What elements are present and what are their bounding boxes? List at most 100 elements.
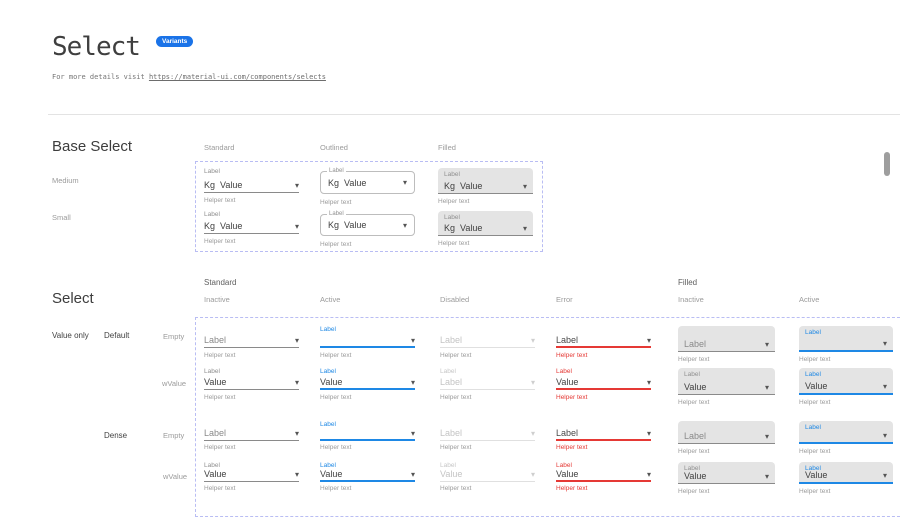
select-value: Value xyxy=(684,471,707,481)
base-select-outlined-small: Label Kg Value ▾ Helper text xyxy=(320,210,415,248)
select-control: Label ▾ xyxy=(440,376,535,390)
select-dense-standard-active-empty: Label ▾ Helper text xyxy=(320,421,415,451)
select-control[interactable]: Value ▾ xyxy=(320,376,415,390)
select-label: Label xyxy=(556,368,572,375)
select-control[interactable]: Label Kg Value ▾ xyxy=(438,168,533,194)
dropdown-arrow-icon: ▾ xyxy=(764,472,769,481)
select-control[interactable]: Value ▾ xyxy=(320,469,415,482)
select-control[interactable]: ▾ xyxy=(320,334,415,348)
page-title: Select xyxy=(52,32,141,62)
row-label-empty-default: Empty xyxy=(163,332,185,341)
select-label: Label xyxy=(684,465,700,471)
helper-text: Helper text xyxy=(556,485,588,492)
select-control[interactable]: Label Kg Value ▾ xyxy=(438,211,533,236)
select-control[interactable]: Label ▾ xyxy=(678,421,775,444)
helper-text: Helper text xyxy=(440,485,472,492)
helper-text: Helper text xyxy=(320,444,352,451)
state-label-active: Active xyxy=(320,295,341,304)
select-control[interactable]: Label ▾ xyxy=(799,326,893,352)
row-label-medium: Medium xyxy=(52,176,79,185)
select-standard-disabled-empty: Label ▾ Helper text xyxy=(440,326,535,359)
select-value: Value xyxy=(460,223,483,233)
group-label-filled: Filled xyxy=(678,278,698,287)
dropdown-arrow-icon: ▾ xyxy=(410,470,415,479)
helper-text: Helper text xyxy=(440,352,472,359)
select-control[interactable]: Label Value ▾ xyxy=(678,368,775,395)
select-filled-active-wvalue: Label Value ▾ Helper text xyxy=(799,368,893,406)
dropdown-arrow-icon: ▾ xyxy=(294,378,299,387)
select-control[interactable]: Label ▾ xyxy=(678,326,775,352)
dropdown-arrow-icon: ▾ xyxy=(522,182,527,191)
select-control[interactable]: Label ▾ xyxy=(556,428,651,441)
select-label: Label xyxy=(444,214,460,221)
variants-badge-label: Variants xyxy=(156,36,194,47)
select-standard-disabled-wvalue: Label Label ▾ Helper text xyxy=(440,368,535,401)
select-control[interactable]: Label ▾ xyxy=(556,334,651,348)
select-value: Value xyxy=(460,181,483,191)
base-select-filled-small: Label Kg Value ▾ Helper text xyxy=(438,211,533,247)
select-value: Value xyxy=(805,381,828,391)
select-control[interactable]: Label ▾ xyxy=(799,421,893,444)
select-label: Label xyxy=(805,465,821,470)
helper-text: Helper text xyxy=(678,399,710,406)
dropdown-arrow-icon: ▾ xyxy=(764,432,769,441)
select-standard-error-empty: Label ▾ Helper text xyxy=(556,326,651,359)
select-control[interactable]: Kg Value ▾ xyxy=(204,176,299,193)
column-label-standard: Standard xyxy=(204,143,235,152)
select-standard-inactive-empty: Label ▾ Helper text xyxy=(204,326,299,359)
select-adornment: Kg xyxy=(444,223,456,233)
helper-text: Helper text xyxy=(204,352,236,359)
select-standard-error-wvalue: Label Value ▾ Helper text xyxy=(556,368,651,401)
select-control[interactable]: Label Kg Value ▾ xyxy=(320,168,415,194)
column-label-outlined: Outlined xyxy=(320,143,348,152)
helper-text: Helper text xyxy=(204,485,236,492)
select-label: Label xyxy=(805,329,821,336)
state-label-disabled: Disabled xyxy=(440,295,470,304)
dropdown-arrow-icon: ▾ xyxy=(530,378,535,387)
select-control[interactable]: Label ▾ xyxy=(204,428,299,441)
select-value: Value xyxy=(320,469,343,479)
dropdown-arrow-icon: ▾ xyxy=(410,378,415,387)
helper-text: Helper text xyxy=(799,488,831,495)
select-dense-standard-error-empty: Label ▾ Helper text xyxy=(556,421,651,451)
select-value: Value xyxy=(556,377,579,387)
select-value: Value xyxy=(204,377,227,387)
helper-text: Helper text xyxy=(799,356,831,363)
docs-link[interactable]: https://material-ui.com/components/selec… xyxy=(148,73,326,81)
select-control[interactable]: Label ▾ xyxy=(204,334,299,348)
select-dense-filled-inactive-wvalue: Label Value ▾ Helper text xyxy=(678,462,775,495)
select-control[interactable]: Label Kg Value ▾ xyxy=(320,211,415,236)
select-control[interactable]: Kg Value ▾ xyxy=(204,219,299,234)
select-standard-active-empty: Label ▾ Helper text xyxy=(320,326,415,359)
select-value: Value xyxy=(805,470,828,480)
subtitle: For more details visit https://material-… xyxy=(52,73,326,81)
select-control: Label ▾ xyxy=(440,334,535,348)
helper-text: Helper text xyxy=(320,485,352,492)
select-dense-filled-inactive-empty: Label ▾ Helper text xyxy=(678,421,775,455)
select-control: Label ▾ xyxy=(440,428,535,441)
select-control[interactable]: Value ▾ xyxy=(204,469,299,482)
select-control[interactable]: Label Value ▾ xyxy=(799,462,893,484)
dropdown-arrow-icon: ▾ xyxy=(764,340,769,349)
select-dense-standard-disabled-empty: Label ▾ Helper text xyxy=(440,421,535,451)
scrollbar-thumb[interactable] xyxy=(884,152,890,176)
dropdown-arrow-icon: ▾ xyxy=(294,222,299,231)
select-control[interactable]: Value ▾ xyxy=(556,376,651,390)
row-label-wvalue-dense: wValue xyxy=(163,472,188,481)
select-control[interactable]: Value ▾ xyxy=(204,376,299,390)
dropdown-arrow-icon: ▾ xyxy=(882,339,887,348)
select-control[interactable]: ▾ xyxy=(320,429,415,441)
select-adornment: Kg xyxy=(328,177,340,188)
select-control[interactable]: Label Value ▾ xyxy=(678,462,775,484)
helper-text: Helper text xyxy=(438,240,470,247)
variant-label-dense: Dense xyxy=(104,431,128,440)
variants-badge[interactable]: Variants xyxy=(156,30,194,48)
dropdown-arrow-icon: ▾ xyxy=(764,383,769,392)
select-control[interactable]: Label Value ▾ xyxy=(799,368,893,395)
dropdown-arrow-icon: ▾ xyxy=(402,220,407,230)
select-value: Value xyxy=(556,469,579,479)
select-adornment: Kg xyxy=(204,180,216,190)
select-control[interactable]: Value ▾ xyxy=(556,469,651,482)
select-value: Value xyxy=(204,469,227,479)
dropdown-arrow-icon: ▾ xyxy=(402,178,407,187)
